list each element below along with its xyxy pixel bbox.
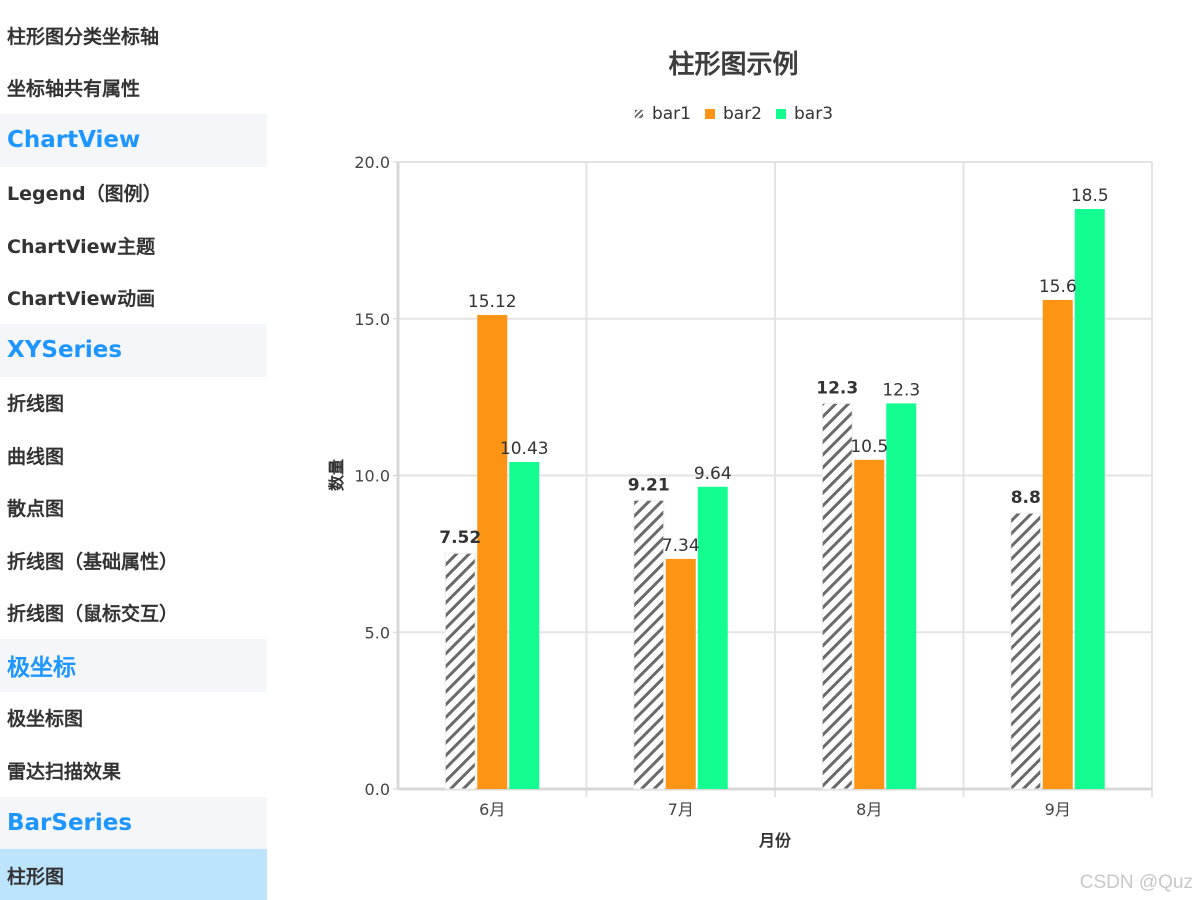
bar-value-label: 15.12 xyxy=(468,292,517,312)
sidebar-item-label: BarSeries xyxy=(7,809,133,836)
bar-bar1[interactable] xyxy=(633,499,665,790)
sidebar-item-label: 坐标轴共有属性 xyxy=(7,78,141,101)
bar-value-label: 18.5 xyxy=(1071,186,1109,206)
bar-bar2[interactable] xyxy=(477,314,508,789)
bar-bar2[interactable] xyxy=(1042,299,1073,789)
sidebar-item[interactable]: 散点图 xyxy=(0,482,267,535)
bar-value-label: 15.6 xyxy=(1039,277,1077,297)
green-swatch-icon xyxy=(776,109,786,119)
y-tick-label: 5.0 xyxy=(365,623,390,642)
legend-label: bar2 xyxy=(722,104,762,124)
legend-item-bar2[interactable]: bar2 xyxy=(704,104,762,124)
sidebar-item[interactable]: Legend（图例） xyxy=(0,167,267,220)
sidebar-item[interactable]: 雷达扫描效果 xyxy=(0,744,267,797)
y-tick-label: 20.0 xyxy=(354,153,390,172)
sidebar-item-label: 散点图 xyxy=(7,498,65,521)
sidebar-item[interactable]: 曲线图 xyxy=(0,429,267,482)
bar-value-label: 12.3 xyxy=(816,378,858,398)
sidebar-item[interactable]: ChartView主题 xyxy=(0,219,267,272)
sidebar-nav: 柱形图分类坐标轴 坐标轴共有属性 ChartView Legend（图例） ChartV… xyxy=(0,0,267,900)
watermark: CSDN @Quz xyxy=(1079,872,1193,893)
bar-bar3[interactable] xyxy=(886,403,917,789)
x-tick-label: 7月 xyxy=(668,800,694,819)
bar-value-label: 10.43 xyxy=(500,439,549,459)
sidebar-group-header[interactable]: ChartView xyxy=(0,114,267,167)
sidebar-item-label: Legend（图例） xyxy=(7,183,162,206)
legend-item-bar3[interactable]: bar3 xyxy=(776,104,833,124)
x-tick-label: 8月 xyxy=(856,800,882,819)
hatch-swatch-icon xyxy=(633,109,644,119)
sidebar-item-label: 极坐标 xyxy=(7,655,76,682)
sidebar-item-label: ChartView动画 xyxy=(7,288,156,311)
x-axis-title: 月份 xyxy=(758,831,792,850)
bar-bar2[interactable] xyxy=(665,558,696,789)
bar-value-label: 9.21 xyxy=(628,475,670,495)
y-tick-label: 10.0 xyxy=(354,467,390,486)
sidebar-item[interactable]: 折线图（鼠标交互） xyxy=(0,587,267,640)
bar-value-label: 12.3 xyxy=(882,380,920,400)
x-tick-label: 6月 xyxy=(479,800,505,819)
bar-value-label: 7.34 xyxy=(662,536,700,556)
sidebar-item-label: ChartView主题 xyxy=(7,235,156,258)
bar-value-label: 7.52 xyxy=(439,528,481,548)
sidebar-item[interactable]: 折线图 xyxy=(0,377,267,430)
bar-value-label: 10.5 xyxy=(850,437,888,457)
sidebar-item[interactable]: 柱形图 xyxy=(0,849,267,900)
orange-swatch-icon xyxy=(704,109,715,119)
sidebar-item[interactable]: 折线图（基础属性） xyxy=(0,534,267,587)
bar-bar2[interactable] xyxy=(854,459,885,789)
y-tick-label: 15.0 xyxy=(354,310,390,329)
sidebar-item-label: 极坐标图 xyxy=(7,708,84,731)
sidebar-item-label: 柱形图分类坐标轴 xyxy=(7,25,160,48)
bar-bar1[interactable] xyxy=(821,402,853,790)
sidebar-item[interactable]: 柱形图分类坐标轴 xyxy=(0,9,267,62)
sidebar-item-label: 曲线图 xyxy=(7,445,65,468)
sidebar-group-header[interactable]: XYSeries xyxy=(0,324,267,377)
bar-bar3[interactable] xyxy=(509,462,540,789)
sidebar-item[interactable]: 极坐标图 xyxy=(0,692,267,745)
sidebar-item[interactable]: ChartView动画 xyxy=(0,272,267,325)
legend-label: bar3 xyxy=(794,104,834,124)
sidebar-item-label: 折线图（基础属性） xyxy=(7,550,179,573)
bar-bar3[interactable] xyxy=(1074,209,1105,789)
sidebar-group-header[interactable]: BarSeries xyxy=(0,796,267,849)
sidebar-group-header[interactable]: 极坐标 xyxy=(0,639,267,692)
bar-value-label: 8.8 xyxy=(1011,488,1041,508)
chart-view: 柱形图示例 bar1 bar2 bar3 0.0 5.0 10.0 15.0 20.0 7… xyxy=(270,0,1197,900)
bar-bar1[interactable] xyxy=(1010,512,1042,790)
sidebar-item[interactable]: 坐标轴共有属性 xyxy=(0,62,267,115)
bar-value-label: 9.64 xyxy=(694,464,732,484)
chart-legend: bar1 bar2 bar3 xyxy=(270,104,1197,124)
sidebar-item-label: 折线图（鼠标交互） xyxy=(7,603,179,626)
sidebar-item-label: 柱形图 xyxy=(7,865,65,888)
bar-bar3[interactable] xyxy=(697,486,728,789)
sidebar-item-label: XYSeries xyxy=(7,337,123,364)
x-tick-label: 9月 xyxy=(1045,800,1071,819)
bar-series xyxy=(444,209,1105,790)
chart-title: 柱形图示例 xyxy=(668,50,799,80)
sidebar-item-label: 雷达扫描效果 xyxy=(7,760,122,783)
legend-item-bar1[interactable]: bar1 xyxy=(633,104,691,124)
sidebar-item-label: 折线图 xyxy=(7,393,65,416)
sidebar-item-label: ChartView xyxy=(7,127,141,154)
bar-chart-plot: 0.0 5.0 10.0 15.0 20.0 7.52 15.12 10.43 6月 9.21 7.… xyxy=(327,153,1153,850)
bar-bar1[interactable] xyxy=(444,552,476,790)
y-tick-label: 0.0 xyxy=(365,780,390,799)
legend-label: bar1 xyxy=(651,104,691,124)
axis-labels: 0.0 5.0 10.0 15.0 20.0 7.52 15.12 10.43 6月 9.21 7.… xyxy=(327,153,1109,850)
y-axis-title: 数量 xyxy=(327,459,346,491)
